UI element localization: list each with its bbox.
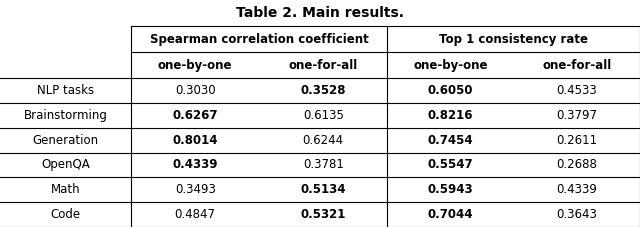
Text: 0.4339: 0.4339	[172, 158, 218, 171]
Text: 0.4339: 0.4339	[556, 183, 597, 196]
Text: 0.5547: 0.5547	[428, 158, 473, 171]
Text: 0.5943: 0.5943	[428, 183, 473, 196]
Text: 0.3493: 0.3493	[175, 183, 216, 196]
Text: 0.2611: 0.2611	[556, 134, 597, 147]
Text: 0.8216: 0.8216	[428, 109, 473, 122]
Text: 0.8014: 0.8014	[172, 134, 218, 147]
Text: Generation: Generation	[33, 134, 99, 147]
Text: 0.3643: 0.3643	[556, 208, 597, 221]
Text: Brainstorming: Brainstorming	[24, 109, 108, 122]
Text: 0.6135: 0.6135	[303, 109, 344, 122]
Text: 0.3030: 0.3030	[175, 84, 216, 97]
Text: 0.3781: 0.3781	[303, 158, 344, 171]
Text: 0.4847: 0.4847	[175, 208, 216, 221]
Text: 0.6244: 0.6244	[303, 134, 344, 147]
Text: 0.5134: 0.5134	[300, 183, 346, 196]
Text: 0.5321: 0.5321	[301, 208, 346, 221]
Text: Math: Math	[51, 183, 81, 196]
Text: one-by-one: one-by-one	[413, 59, 488, 72]
Text: Code: Code	[51, 208, 81, 221]
Text: Top 1 consistency rate: Top 1 consistency rate	[439, 33, 588, 46]
Text: Table 2. Main results.: Table 2. Main results.	[236, 6, 404, 20]
Text: Spearman correlation coefficient: Spearman correlation coefficient	[150, 33, 369, 46]
Text: one-by-one: one-by-one	[158, 59, 232, 72]
Text: 0.4533: 0.4533	[556, 84, 597, 97]
Text: 0.6050: 0.6050	[428, 84, 473, 97]
Text: 0.3528: 0.3528	[300, 84, 346, 97]
Text: one-for-all: one-for-all	[542, 59, 611, 72]
Text: one-for-all: one-for-all	[289, 59, 358, 72]
Text: 0.2688: 0.2688	[556, 158, 597, 171]
Text: OpenQA: OpenQA	[41, 158, 90, 171]
Text: NLP tasks: NLP tasks	[37, 84, 94, 97]
Text: 0.6267: 0.6267	[172, 109, 218, 122]
Text: 0.7454: 0.7454	[428, 134, 473, 147]
Text: 0.7044: 0.7044	[428, 208, 473, 221]
Text: 0.3797: 0.3797	[556, 109, 597, 122]
